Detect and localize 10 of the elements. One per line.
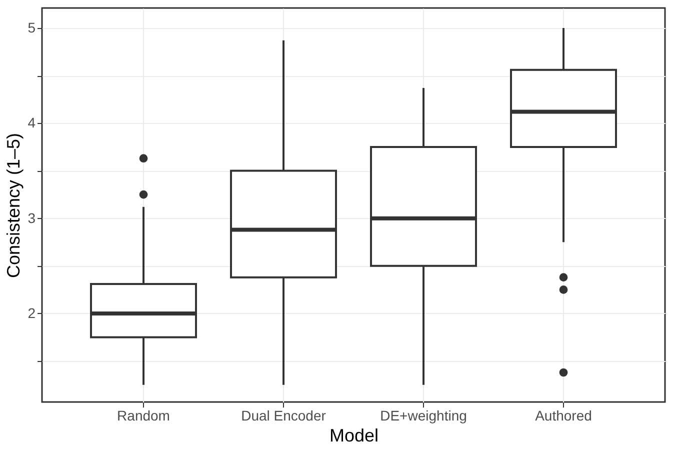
y-tick-label: 5 xyxy=(28,19,36,36)
x-tick-label: Dual Encoder xyxy=(241,408,326,424)
y-axis-title: Consistency (1–5) xyxy=(4,132,24,278)
y-tick-label: 4 xyxy=(28,114,36,131)
x-axis-title: Model xyxy=(329,426,379,446)
x-tick-label: DE+weighting xyxy=(380,408,467,424)
x-tick-label: Random xyxy=(117,408,170,424)
y-tick-label: 2 xyxy=(28,304,36,321)
y-tick-label: 3 xyxy=(28,210,36,226)
x-tick-label: Authored xyxy=(535,408,592,424)
